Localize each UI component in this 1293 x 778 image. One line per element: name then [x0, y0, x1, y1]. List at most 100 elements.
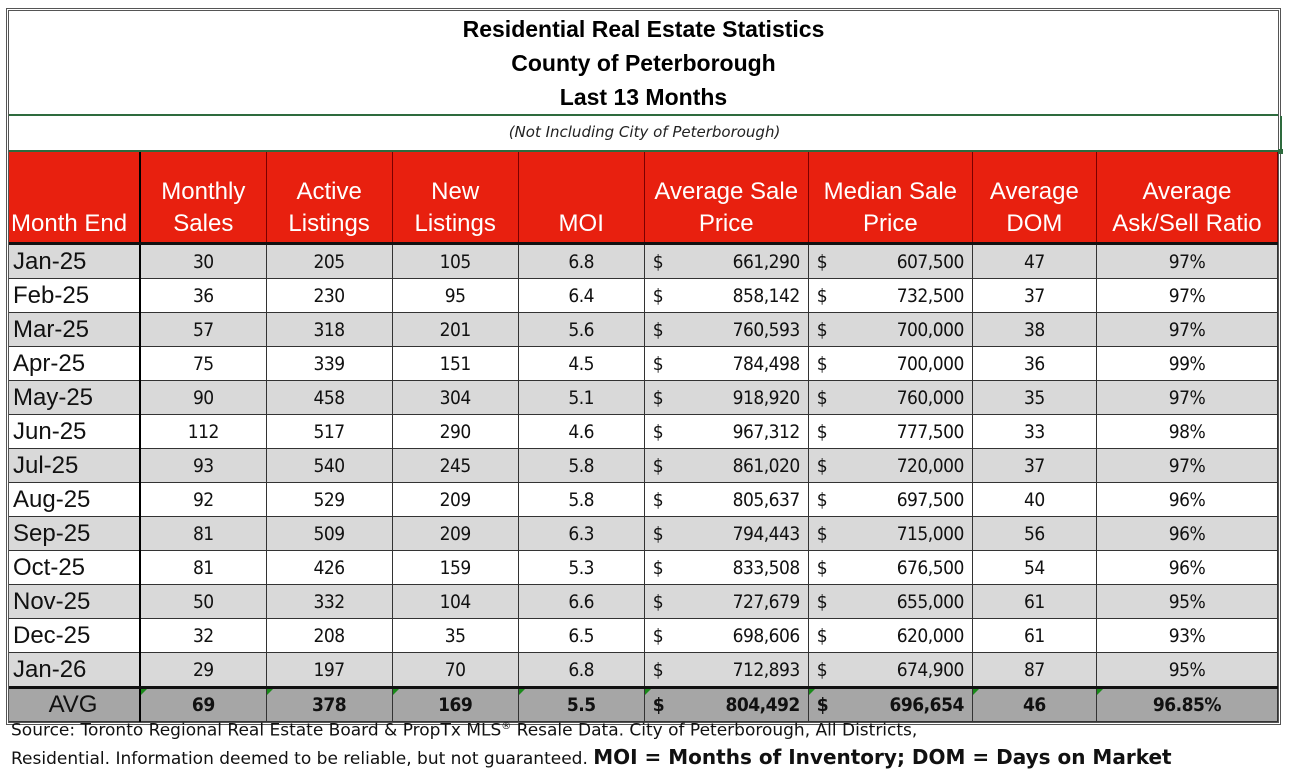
cell-value: 159	[439, 556, 472, 579]
cell-value: 209	[439, 488, 472, 511]
cell-value: Dec-25	[13, 621, 91, 649]
cell-value: 230	[313, 284, 346, 307]
cell-moi: 5.6	[517, 312, 645, 347]
cell-value: Jun-25	[13, 417, 87, 445]
cell-moi: 5.3	[517, 550, 645, 585]
cell-ratio: 97%	[1095, 278, 1279, 313]
cell-avg-price: $698,606	[643, 618, 809, 653]
cell-value: 57	[192, 318, 214, 341]
cell-value: 50	[192, 590, 214, 613]
footer-source-text: Source: Toronto Regional Real Estate Boa…	[11, 720, 502, 741]
currency-symbol: $	[816, 694, 829, 716]
price-value: 760,593	[732, 318, 801, 341]
cell-value: 37	[1024, 284, 1045, 307]
currency-symbol: $	[652, 352, 664, 375]
column-header-text: Average	[1142, 178, 1232, 205]
cell-active: 197	[265, 652, 393, 688]
cell-month: Nov-25	[9, 584, 142, 619]
cell-value: 81	[192, 556, 214, 579]
cell-dom: 56	[971, 516, 1097, 551]
currency-symbol: $	[816, 624, 828, 647]
price-value: 620,000	[896, 624, 965, 647]
cell-value: 332	[313, 590, 346, 613]
column-header-text: Average	[989, 178, 1079, 205]
cell-value: 290	[439, 420, 472, 443]
currency-symbol: $	[652, 420, 664, 443]
cell-new: 290	[391, 414, 519, 449]
cell-value: 87	[1024, 658, 1045, 681]
cell-active: 458	[265, 380, 393, 415]
cell-value: 169	[438, 694, 473, 716]
column-header-text: Ask/Sell Ratio	[1112, 210, 1262, 237]
cell-value: 4.5	[568, 352, 595, 375]
cell-value: 93	[192, 454, 214, 477]
report-period: Last 13 Months	[559, 83, 728, 110]
column-header-text: Listings	[414, 210, 496, 237]
cell-value: 36	[192, 284, 214, 307]
report-title: Residential Real Estate Statistics	[462, 15, 825, 42]
cell-month: Feb-25	[9, 278, 142, 313]
price-value: 700,000	[896, 318, 965, 341]
cell-new: 209	[391, 482, 519, 517]
cell-ratio: 93%	[1095, 618, 1279, 653]
cell-value: 38	[1024, 318, 1045, 341]
cell-value: 95%	[1168, 658, 1206, 681]
cell-month: Jan-25	[9, 242, 142, 279]
cell-moi: 6.8	[517, 242, 645, 279]
cell-value: 509	[313, 522, 346, 545]
cell-moi: 5.1	[517, 380, 645, 415]
cell-value: Jul-25	[13, 451, 79, 479]
cell-value: 97%	[1168, 454, 1206, 477]
currency-symbol: $	[816, 556, 828, 579]
currency-symbol: $	[816, 522, 828, 545]
table-row: Sep-25 81 509 209 6.3 $794,443 $715,000 56 96%	[9, 516, 1279, 551]
cell-sales: 90	[139, 380, 267, 415]
price-value: 715,000	[896, 522, 965, 545]
cell-value: 6.8	[568, 250, 595, 273]
column-header-text: Listings	[288, 210, 370, 237]
cell-value: Apr-25	[13, 349, 86, 377]
cell-sales: 36	[139, 278, 267, 313]
currency-symbol: $	[652, 522, 664, 545]
column-header-text: Price	[698, 210, 754, 237]
table-row: Nov-25 50 332 104 6.6 $727,679 $655,000 61 95%	[9, 584, 1279, 619]
cell-active: 529	[265, 482, 393, 517]
cell-new: 304	[391, 380, 519, 415]
table-row: Apr-25 75 339 151 4.5 $784,498 $700,000 36 99%	[9, 346, 1279, 381]
cell-new: 70	[391, 652, 519, 688]
table-row: Mar-25 57 318 201 5.6 $760,593 $700,000 38 97%	[9, 312, 1279, 347]
cell-value: 6.5	[568, 624, 595, 647]
formula-indicator-icon	[141, 689, 148, 695]
currency-symbol: $	[816, 284, 828, 307]
cell-month: Aug-25	[9, 482, 142, 517]
cell-value: 6.3	[568, 522, 595, 545]
report-note: (Not Including City of Peterborough)	[9, 116, 1283, 154]
currency-symbol: $	[652, 318, 664, 341]
cell-value: 540	[313, 454, 346, 477]
cell-avg-price: $794,443	[643, 516, 809, 551]
currency-symbol: $	[652, 284, 664, 307]
cell-dom: 61	[971, 584, 1097, 619]
cell-value: 5.6	[568, 318, 595, 341]
cell-sales: 93	[139, 448, 267, 483]
price-value: 676,500	[896, 556, 965, 579]
cell-avg-price: $784,498	[643, 346, 809, 381]
column-header-text: MOI	[558, 210, 604, 237]
cell-new: 105	[391, 242, 519, 279]
footer-note: Source: Toronto Regional Real Estate Boa…	[11, 714, 1291, 772]
cell-value: 30	[192, 250, 214, 273]
currency-symbol: $	[816, 386, 828, 409]
cell-value: 6.4	[568, 284, 595, 307]
cell-value: 36	[1024, 352, 1045, 375]
cell-median-price: $674,900	[807, 652, 973, 688]
table-body: Jan-25 30 205 105 6.8 $661,290 $607,500 47 97% Fe…	[9, 242, 1279, 722]
cell-value: 5.5	[566, 694, 596, 716]
cell-value: 99%	[1168, 352, 1206, 375]
table-row: Oct-25 81 426 159 5.3 $833,508 $676,500 54 96%	[9, 550, 1279, 585]
cell-value: 208	[313, 624, 346, 647]
cell-value: Feb-25	[13, 281, 90, 309]
cell-value: 5.8	[568, 454, 595, 477]
cell-moi: 6.3	[517, 516, 645, 551]
cell-dom: 47	[971, 242, 1097, 279]
cell-dom: 35	[971, 380, 1097, 415]
